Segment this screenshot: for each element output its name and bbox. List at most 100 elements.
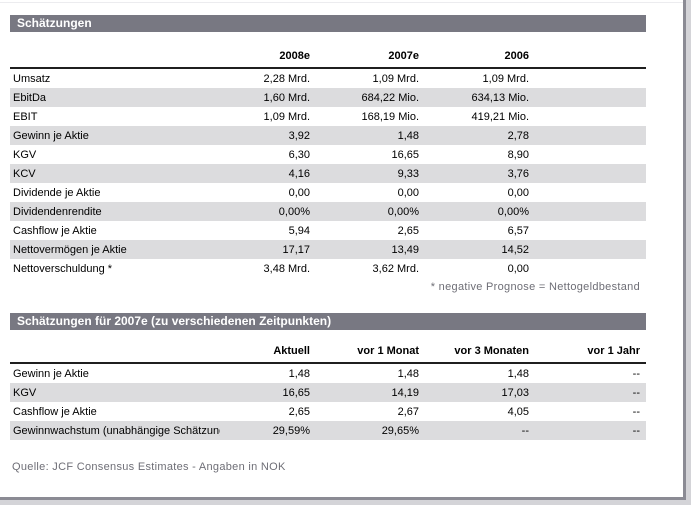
cell-value: 9,33 [310, 164, 419, 183]
table-row: KCV 4,16 9,33 3,76 [10, 164, 646, 183]
estimates-header-row: 2008e 2007e 2006 [10, 36, 646, 69]
row-label: EBIT [13, 110, 38, 123]
panel-top-hairline [0, 2, 683, 3]
cell-value: 0,00% [419, 202, 529, 221]
cell-empty [529, 68, 646, 88]
cell-value: 6,57 [507, 224, 529, 237]
cell-value: 1,60 Mrd. [220, 88, 310, 107]
cell-empty [529, 240, 646, 259]
cell-empty [529, 202, 646, 221]
table-row: EBIT 1,09 Mrd. 168,19 Mio. 419,21 Mio. [10, 107, 646, 126]
cell-value: 0,00 [507, 186, 529, 199]
cell-empty [529, 145, 646, 164]
row-label: Gewinn je Aktie [10, 126, 220, 145]
column-header-aktuell: Aktuell [220, 331, 310, 364]
table-row: Gewinnwachstum (unabhängige Schätzung) 2… [10, 421, 646, 440]
table-row: Cashflow je Aktie 5,94 2,65 6,57 [10, 221, 646, 240]
table-row: Dividendenrendite 0,00% 0,00% 0,00% [10, 202, 646, 221]
row-label: Gewinn je Aktie [13, 367, 89, 380]
cell-value: 1,09 Mrd. [482, 72, 529, 85]
cell-value: 4,05 [507, 405, 529, 418]
cell-empty [529, 126, 646, 145]
cell-value: 0,00 [397, 186, 419, 199]
row-label: KGV [10, 383, 220, 402]
table-row: EbitDa 1,60 Mrd. 684,22 Mio. 634,13 Mio. [10, 88, 646, 107]
table-row: Nettovermögen je Aktie 17,17 13,49 14,52 [10, 240, 646, 259]
source-note: Quelle: JCF Consensus Estimates - Angabe… [12, 461, 286, 473]
column-header-vor-1-monat: vor 1 Monat [310, 331, 419, 364]
cell-value: 3,92 [220, 126, 310, 145]
cell-value: 6,30 [288, 148, 310, 161]
cell-value: 0,00% [220, 202, 310, 221]
cell-value: 16,65 [391, 148, 419, 161]
section-header-estimates-2007e: Schätzungen für 2007e (zu verschiedenen … [10, 313, 646, 330]
cell-empty [529, 221, 646, 240]
estimates-table: 2008e 2007e 2006 Umsatz 2,28 Mrd. 1,09 M… [10, 36, 646, 278]
cell-empty [529, 164, 646, 183]
cell-value: 1,48 [310, 126, 419, 145]
cell-value: 13,49 [310, 240, 419, 259]
row-label: Dividendenrendite [10, 202, 220, 221]
cell-value: 8,90 [507, 148, 529, 161]
cell-value: 634,13 Mio. [419, 88, 529, 107]
row-label: Dividende je Aktie [13, 186, 101, 199]
cell-empty [529, 107, 646, 126]
table-row: KGV 6,30 16,65 8,90 [10, 145, 646, 164]
column-header-2006: 2006 [419, 36, 529, 69]
table-row: Cashflow je Aktie 2,65 2,67 4,05 -- [10, 402, 646, 421]
row-label: Nettovermögen je Aktie [10, 240, 220, 259]
table-row: Gewinn je Aktie 1,48 1,48 1,48 -- [10, 363, 646, 383]
estimates-2007e-table: Aktuell vor 1 Monat vor 3 Monaten vor 1 … [10, 331, 646, 440]
cell-value: -- [632, 405, 640, 418]
cell-value: -- [419, 421, 529, 440]
cell-value: 1,48 [288, 367, 310, 380]
row-label: Gewinnwachstum (unabhängige Schätzung) [10, 421, 220, 440]
cell-value: 2,67 [397, 405, 419, 418]
row-label: EbitDa [10, 88, 220, 107]
table-row: Dividende je Aktie 0,00 0,00 0,00 [10, 183, 646, 202]
cell-value: 2,28 Mrd. [263, 72, 310, 85]
cell-value: 3,76 [419, 164, 529, 183]
estimates-2007e-header-row: Aktuell vor 1 Monat vor 3 Monaten vor 1 … [10, 331, 646, 364]
cell-value: 2,65 [288, 405, 310, 418]
cell-empty [529, 183, 646, 202]
column-header-2007e: 2007e [310, 36, 419, 69]
cell-value: 0,00 [288, 186, 310, 199]
cell-value: 1,48 [397, 367, 419, 380]
row-label: Umsatz [13, 72, 51, 85]
section-title: Schätzungen [17, 16, 92, 30]
negative-prognose-footnote: * negative Prognose = Nettogeldbestand [430, 281, 640, 293]
column-header-empty [529, 36, 646, 69]
cell-value: 1,09 Mrd. [372, 72, 419, 85]
cell-value: 2,78 [419, 126, 529, 145]
cell-value: 29,59% [220, 421, 310, 440]
column-header-2008e: 2008e [220, 36, 310, 69]
table-row: Umsatz 2,28 Mrd. 1,09 Mrd. 1,09 Mrd. [10, 68, 646, 88]
cell-value: 17,03 [419, 383, 529, 402]
cell-value: 2,65 [397, 224, 419, 237]
cell-value: 29,65% [310, 421, 419, 440]
cell-empty [529, 88, 646, 107]
section-title: Schätzungen für 2007e (zu verschiedenen … [17, 314, 332, 328]
cell-value: 4,16 [220, 164, 310, 183]
row-label: Cashflow je Aktie [13, 224, 97, 237]
table-row: KGV 16,65 14,19 17,03 -- [10, 383, 646, 402]
row-label: KGV [13, 148, 37, 161]
cell-value: 14,52 [419, 240, 529, 259]
cell-value: 168,19 Mio. [361, 110, 419, 123]
row-label: Cashflow je Aktie [13, 405, 97, 418]
section-header-estimates: Schätzungen [10, 15, 646, 32]
cell-value: -- [529, 383, 646, 402]
cell-value: 3,62 Mrd. [372, 262, 419, 275]
column-header-vor-1-jahr: vor 1 Jahr [529, 331, 646, 364]
cell-value: 1,09 Mrd. [263, 110, 310, 123]
column-header-empty [10, 331, 220, 364]
table-row: Nettoverschuldung * 3,48 Mrd. 3,62 Mrd. … [10, 259, 646, 278]
table-row: Gewinn je Aktie 3,92 1,48 2,78 [10, 126, 646, 145]
cell-value: 5,94 [288, 224, 310, 237]
cell-value: 684,22 Mio. [310, 88, 419, 107]
cell-value: 14,19 [310, 383, 419, 402]
row-label: Nettoverschuldung * [13, 262, 113, 275]
column-header-vor-3-monaten: vor 3 Monaten [419, 331, 529, 364]
